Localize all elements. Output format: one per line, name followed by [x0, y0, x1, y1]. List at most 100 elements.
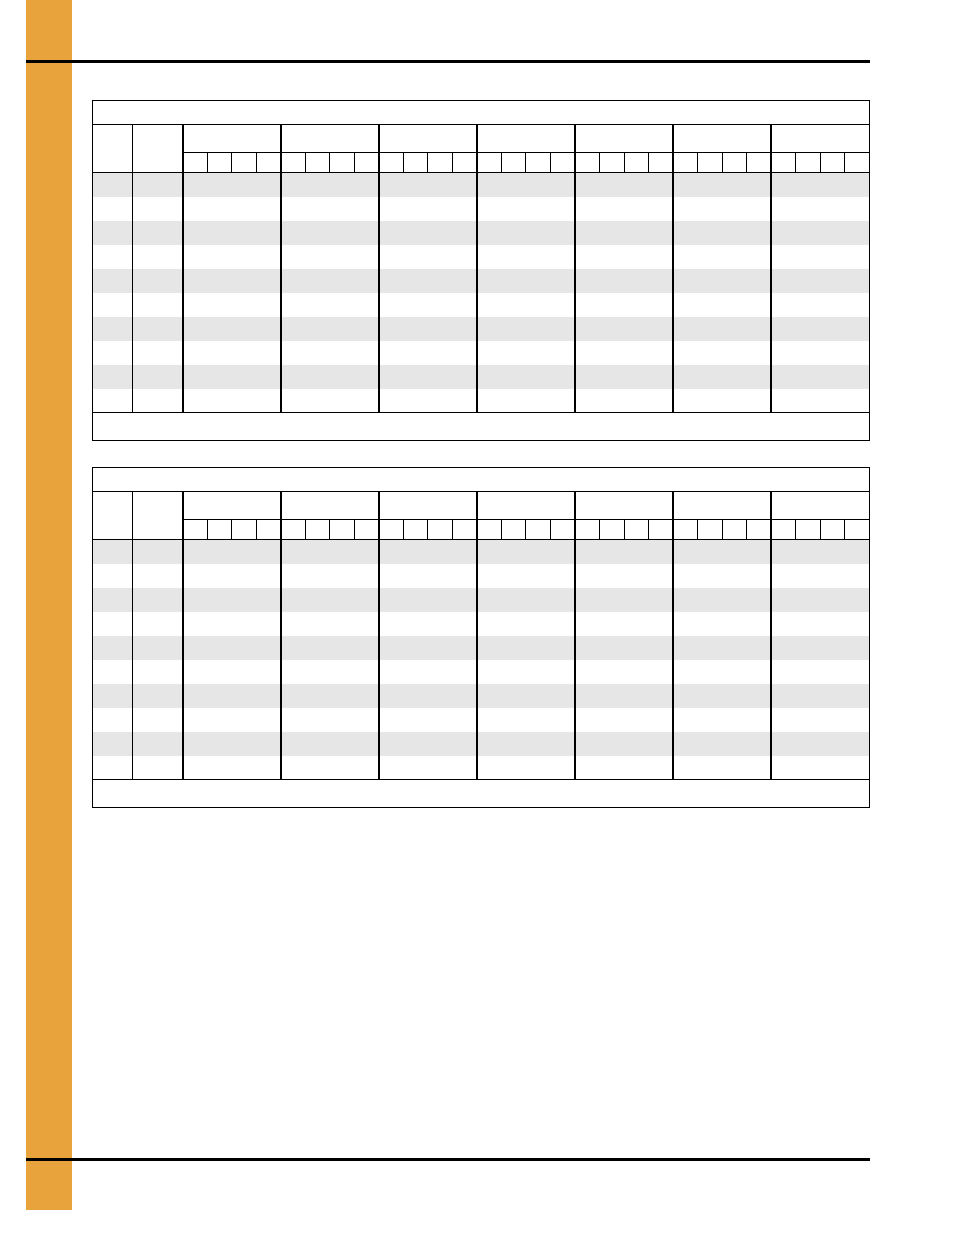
- cell: [501, 540, 526, 564]
- cell: [428, 612, 453, 636]
- cell: [452, 732, 477, 756]
- sub-header: [796, 153, 821, 173]
- table-row: [93, 293, 870, 317]
- cell-rank: [93, 293, 133, 317]
- cell: [232, 588, 257, 612]
- cell-team: [133, 197, 183, 221]
- cell: [600, 684, 625, 708]
- cell: [722, 269, 747, 293]
- cell: [624, 269, 649, 293]
- cell: [452, 708, 477, 732]
- cell: [673, 173, 698, 197]
- cell: [845, 389, 870, 413]
- cell: [575, 221, 600, 245]
- cell: [379, 245, 404, 269]
- cell: [649, 636, 674, 660]
- cell: [845, 317, 870, 341]
- cell: [305, 660, 330, 684]
- cell: [673, 636, 698, 660]
- cell: [771, 660, 796, 684]
- cell: [428, 588, 453, 612]
- cell: [379, 588, 404, 612]
- cell: [330, 684, 355, 708]
- cell-rank: [93, 660, 133, 684]
- cell: [452, 317, 477, 341]
- cell: [207, 708, 232, 732]
- group-header: [281, 125, 379, 153]
- cell: [256, 317, 281, 341]
- cell: [796, 365, 821, 389]
- cell: [207, 245, 232, 269]
- cell: [698, 708, 723, 732]
- cell: [501, 341, 526, 365]
- group-header: [183, 125, 281, 153]
- cell: [551, 245, 576, 269]
- cell: [232, 564, 257, 588]
- cell: [281, 732, 306, 756]
- cell: [256, 341, 281, 365]
- cell: [305, 732, 330, 756]
- cell: [698, 588, 723, 612]
- cell-rank: [93, 389, 133, 413]
- cell: [330, 389, 355, 413]
- cell: [673, 389, 698, 413]
- cell: [600, 756, 625, 780]
- cell: [330, 540, 355, 564]
- group-header: [379, 125, 477, 153]
- cell: [354, 636, 379, 660]
- cell: [428, 389, 453, 413]
- cell: [428, 540, 453, 564]
- cell-rank: [93, 564, 133, 588]
- cell: [747, 756, 772, 780]
- sub-header: [256, 520, 281, 540]
- cell: [747, 708, 772, 732]
- cell: [256, 245, 281, 269]
- cell: [305, 317, 330, 341]
- cell: [771, 708, 796, 732]
- cell: [722, 564, 747, 588]
- cell: [820, 365, 845, 389]
- table-row: [93, 173, 870, 197]
- cell: [232, 612, 257, 636]
- table-row: [93, 588, 870, 612]
- cell: [501, 636, 526, 660]
- cell-team: [133, 588, 183, 612]
- cell: [551, 293, 576, 317]
- sub-header: [673, 153, 698, 173]
- cell: [232, 636, 257, 660]
- cell: [354, 612, 379, 636]
- group-header: [575, 125, 673, 153]
- cell-rank: [93, 636, 133, 660]
- cell: [183, 540, 208, 564]
- cell: [403, 173, 428, 197]
- cell: [207, 756, 232, 780]
- cell: [771, 588, 796, 612]
- bottom-rule: [26, 1158, 870, 1161]
- cell: [747, 245, 772, 269]
- cell: [771, 684, 796, 708]
- cell: [232, 293, 257, 317]
- cell: [722, 389, 747, 413]
- cell: [477, 293, 502, 317]
- cell: [477, 173, 502, 197]
- cell: [649, 564, 674, 588]
- cell: [526, 341, 551, 365]
- cell: [845, 197, 870, 221]
- cell: [526, 389, 551, 413]
- cell: [649, 197, 674, 221]
- sub-header-row: [93, 153, 870, 173]
- top-rule: [26, 60, 870, 63]
- table-row: [93, 269, 870, 293]
- cell-rank: [93, 341, 133, 365]
- cell-rank: [93, 588, 133, 612]
- cell: [354, 245, 379, 269]
- cell: [747, 389, 772, 413]
- cell: [477, 612, 502, 636]
- cell: [551, 660, 576, 684]
- cell: [452, 365, 477, 389]
- cell: [330, 756, 355, 780]
- cell: [183, 636, 208, 660]
- cell: [354, 293, 379, 317]
- cell: [551, 317, 576, 341]
- cell: [305, 245, 330, 269]
